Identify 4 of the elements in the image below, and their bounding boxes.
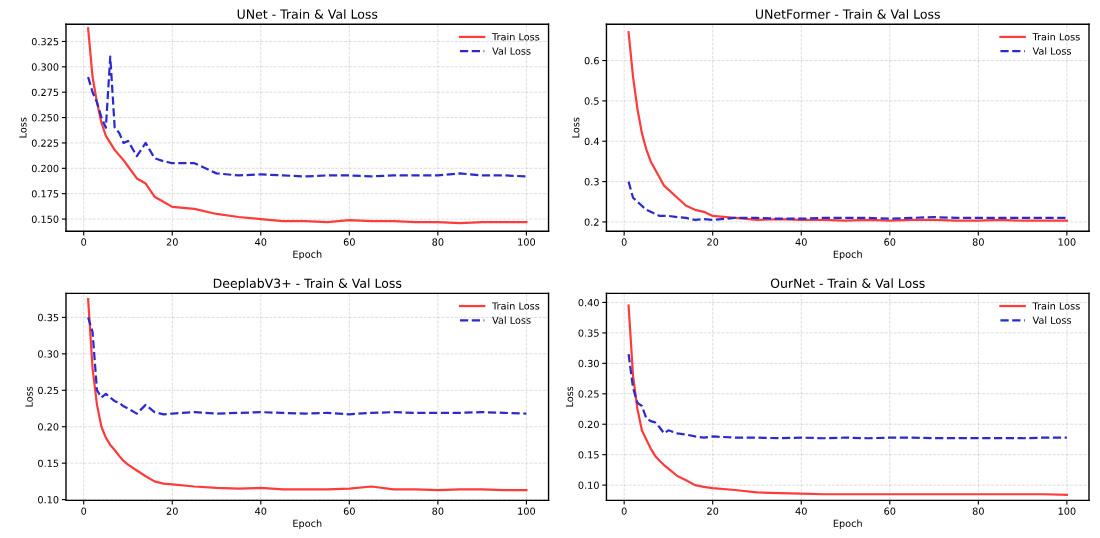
line-series — [87, 316, 528, 416]
line-series — [627, 353, 1068, 440]
line-series — [627, 180, 1068, 222]
line-series — [87, 55, 528, 178]
